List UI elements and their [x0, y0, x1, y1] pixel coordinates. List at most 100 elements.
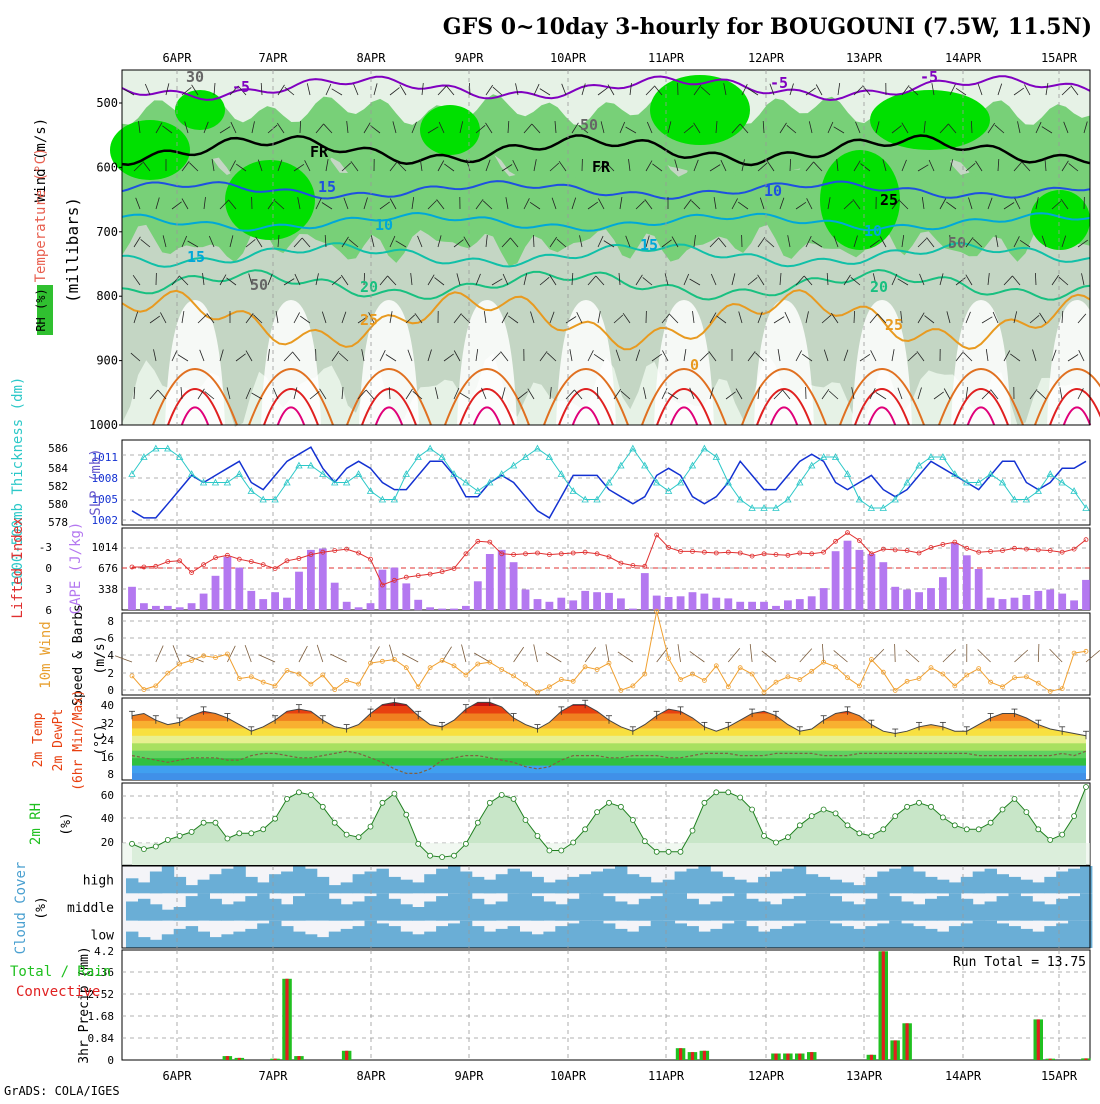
top-day-label: 14APR: [945, 51, 982, 65]
cloud-cell-middle: [937, 896, 949, 921]
cloud-cell-high: [758, 877, 770, 893]
cloud-cell-low: [937, 932, 949, 948]
cloud-cell-high: [734, 880, 746, 894]
cape-bar: [235, 568, 243, 610]
cloud-cell-low: [1080, 921, 1092, 948]
cloud-cell-high: [746, 882, 758, 893]
rh2m-point: [929, 804, 934, 809]
cape-bar: [343, 602, 351, 610]
temp2m-ylabel2: 2m DewPt: [51, 709, 66, 772]
rh2m-point: [583, 827, 588, 832]
precip-bar-convective: [679, 1048, 682, 1060]
contour-label: 50: [580, 116, 598, 134]
wind10-barb: [1014, 650, 1027, 662]
cloud-cell-middle: [484, 904, 496, 920]
rh2m-point: [988, 820, 993, 825]
cloud-cell-low: [210, 937, 222, 948]
cloud-cell-middle: [1056, 899, 1068, 921]
rh2m-point: [642, 839, 647, 844]
wind10-barb: [442, 647, 452, 662]
cloud-cell-middle: [746, 899, 758, 921]
cloud-cell-low: [555, 926, 567, 948]
contour-label: 0: [690, 356, 699, 374]
cloud-cell-high: [973, 872, 985, 894]
cloud-cell-low: [615, 929, 627, 948]
wind10-barb: [474, 653, 490, 662]
cloud-cell-high: [508, 869, 520, 894]
rh2m-point: [821, 807, 826, 812]
temp-band: [122, 713, 1090, 721]
cloud-cell-middle: [579, 893, 591, 920]
rh2m-point: [654, 849, 659, 854]
cloud-cell-high: [460, 872, 472, 894]
cloud-cell-middle: [424, 902, 436, 921]
cape-bar: [784, 600, 792, 610]
bottom-day-label: 14APR: [945, 1069, 982, 1083]
rh2m-point: [177, 833, 182, 838]
cloud-cell-low: [532, 934, 544, 948]
cape-ylabel: CAPE (J/kg): [68, 522, 84, 615]
contour-label: FR: [310, 143, 329, 161]
wind10-barb: [299, 646, 307, 662]
cloud-cell-high: [257, 882, 269, 893]
cloud-cell-high: [591, 872, 603, 894]
pressure-tick-label: 1000: [89, 418, 118, 432]
cape-bar: [975, 569, 983, 610]
wind10-barb: [822, 644, 823, 662]
cape-bar: [879, 562, 887, 610]
contour-label: 10: [864, 222, 882, 240]
bottom-day-label: 7APR: [259, 1069, 289, 1083]
cape-bar: [295, 572, 303, 610]
cape-bar: [1011, 598, 1019, 610]
contour-label: 25: [360, 311, 378, 329]
cloud-cell-high: [543, 882, 555, 893]
cloud-cell-high: [1080, 866, 1092, 893]
cape-bar: [247, 591, 255, 610]
precip-bar-convective: [1049, 1059, 1052, 1060]
cloud-cell-low: [949, 926, 961, 948]
precip-tick-label: 0: [107, 1054, 114, 1067]
cloud-cell-low: [1020, 929, 1032, 948]
cloud-cell-middle: [245, 896, 257, 921]
cloud-ylabel: Cloud Cover: [13, 862, 29, 955]
rh2m-point: [285, 796, 290, 801]
rh2m-point: [213, 820, 218, 825]
bottom-day-label: 12APR: [748, 1069, 785, 1083]
cape-bar: [617, 598, 625, 610]
cape-bar: [1082, 580, 1090, 610]
rh2m-point: [428, 853, 433, 858]
cloud-cell-high: [424, 874, 436, 893]
cloud-cell-low: [412, 934, 424, 948]
cloud-cell-low: [973, 921, 985, 948]
slp-frame: [122, 440, 1090, 525]
rh2m-unit: (%): [59, 812, 74, 835]
wind10-barb: [546, 653, 561, 663]
cloud-cell-middle: [412, 907, 424, 921]
rh2m-point: [225, 836, 230, 841]
temp2m-ylabel: 2m Temp: [31, 712, 46, 767]
pressure-tick-label: 700: [96, 225, 118, 239]
contour-label: 20: [360, 278, 378, 296]
cloud-cell-low: [353, 926, 365, 948]
cloud-cell-high: [830, 880, 842, 894]
cloud-cell-low: [305, 934, 317, 948]
cloud-cell-middle: [305, 893, 317, 920]
cloud-cell-high: [1009, 877, 1021, 893]
cloud-cell-middle: [770, 904, 782, 920]
rh2m-point: [547, 848, 552, 853]
cape-bar: [510, 562, 518, 610]
cloud-cell-high: [520, 872, 532, 894]
cape-bar: [522, 590, 530, 611]
cape-bar: [653, 596, 661, 610]
precip-frame: [122, 950, 1090, 1060]
rh2m-point: [1060, 832, 1065, 837]
precip-bar-convective: [810, 1052, 813, 1060]
cloud-cell-middle: [877, 893, 889, 920]
precip-bar-convective: [882, 951, 885, 1060]
cape-tick-label: 1014: [92, 541, 119, 554]
bottom-day-label: 15APR: [1041, 1069, 1078, 1083]
rh2m-point: [690, 828, 695, 833]
rh2m-point: [1000, 807, 1005, 812]
cloud-cell-low: [1032, 932, 1044, 948]
